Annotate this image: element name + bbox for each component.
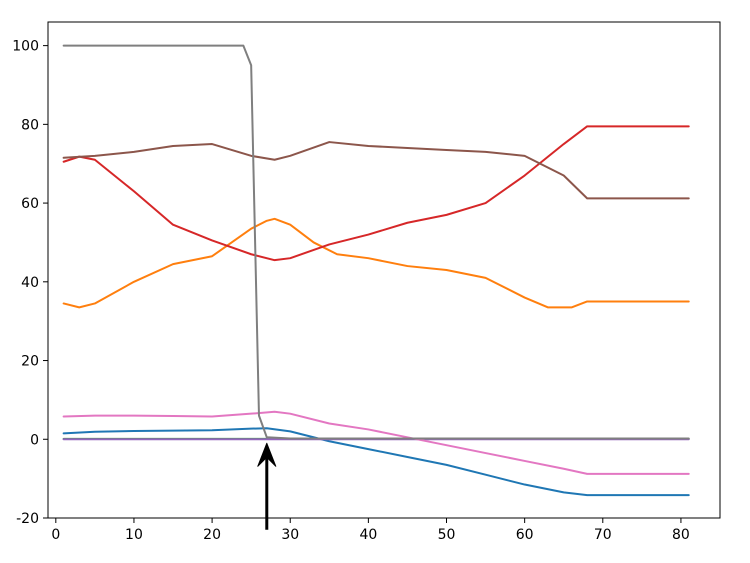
x-tick-label: 60	[516, 527, 534, 543]
series-line-7	[62, 44, 690, 440]
y-tick-label: 0	[30, 432, 39, 448]
y-axis: -20 0 20 40 60 80 100	[12, 39, 48, 527]
annotation-layer	[257, 442, 277, 530]
series-layer	[62, 44, 690, 497]
y-tick-label: -20	[16, 511, 39, 527]
series-line-6	[62, 410, 690, 475]
plot-frame	[47, 21, 721, 519]
y-tick-label: 40	[21, 275, 39, 291]
x-tick-label: 80	[672, 527, 690, 543]
x-tick-label: 30	[281, 527, 299, 543]
x-tick-label: 50	[438, 527, 456, 543]
y-tick-label: 80	[21, 117, 39, 133]
x-tick-label: 10	[125, 527, 143, 543]
x-tick-label: 20	[203, 527, 221, 543]
y-tick-label: 100	[12, 39, 39, 55]
y-tick-label: 60	[21, 196, 39, 212]
series-line-5	[62, 141, 690, 200]
x-tick-label: 0	[51, 527, 60, 543]
x-tick-label: 70	[594, 527, 612, 543]
x-tick-label: 40	[359, 527, 377, 543]
x-axis: 0 10 20 30 40 50 60 70 80	[51, 518, 690, 543]
series-line-3	[62, 125, 690, 262]
series-line-0	[62, 427, 690, 497]
y-tick-label: 20	[21, 354, 39, 370]
series-line-1	[62, 217, 690, 309]
annotation-arrow-head	[257, 442, 277, 467]
